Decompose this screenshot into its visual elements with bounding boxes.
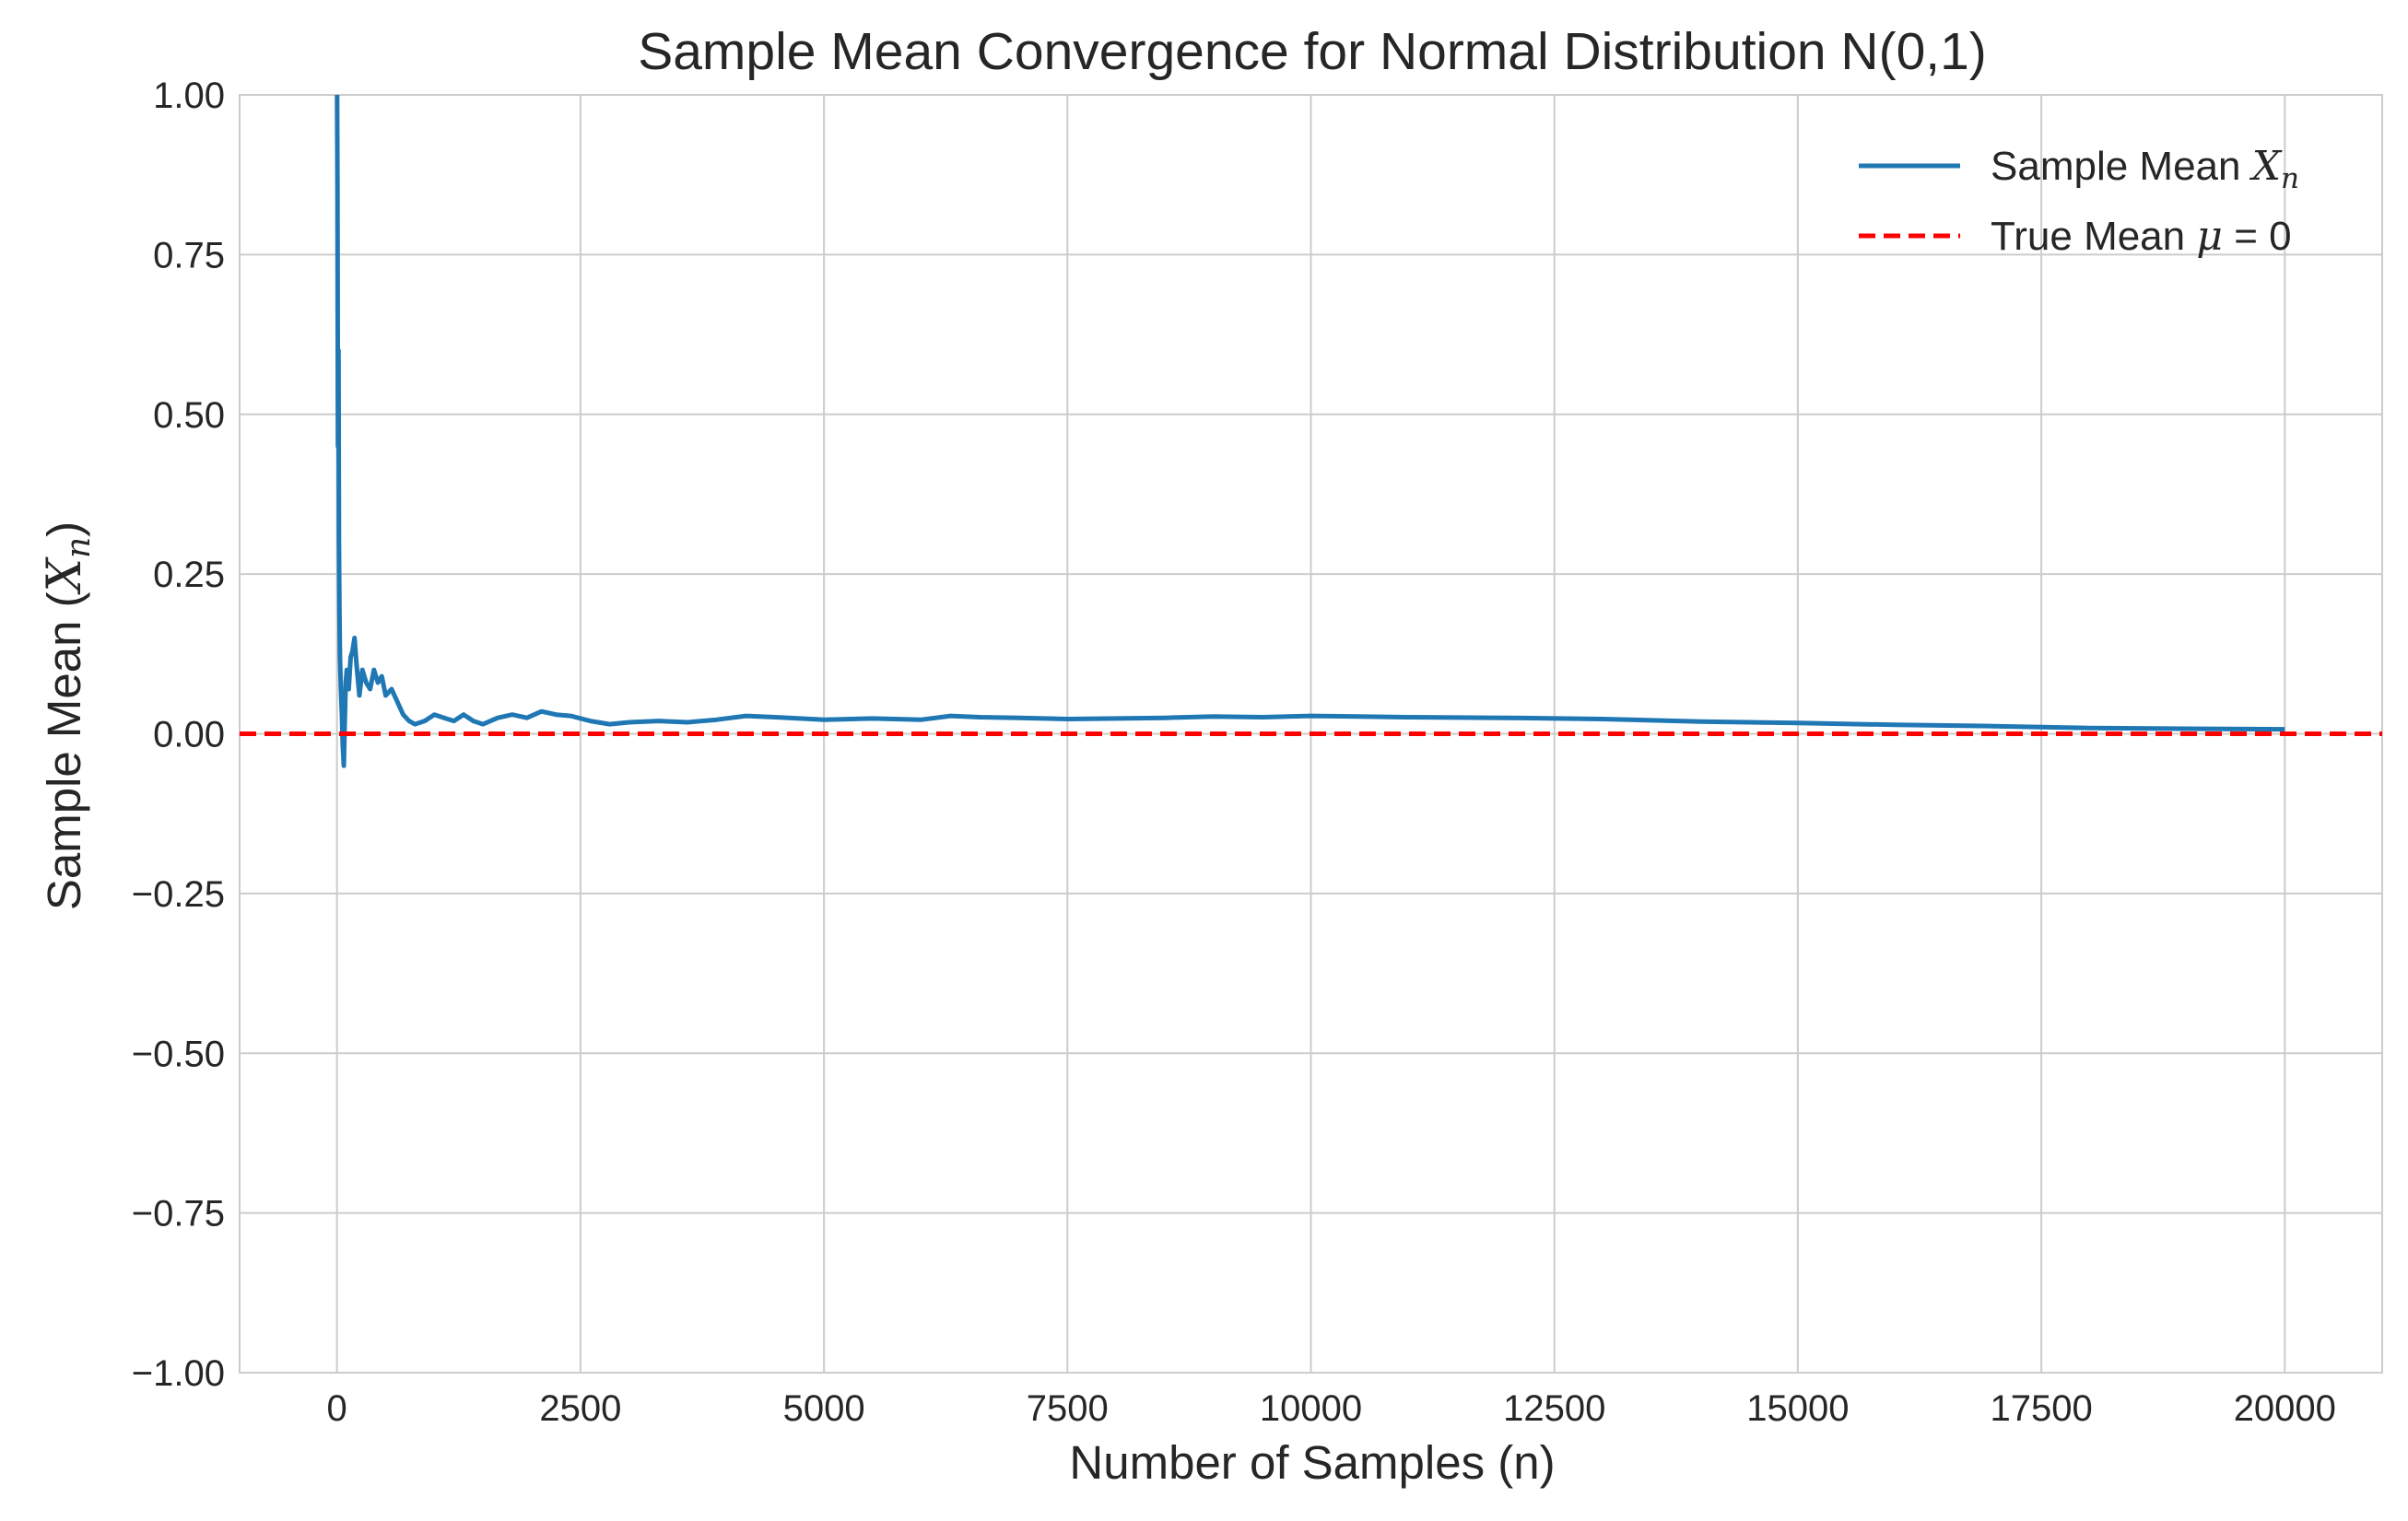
x-tick-label: 20000	[2234, 1388, 2336, 1429]
y-tick-label: 0.25	[153, 555, 225, 595]
tick-labels: 0 2500 5000 7500 10000 12500 15000 17500 20000 −1…	[132, 76, 2336, 1429]
legend-label-true-mean: True Mean μ = 0	[1991, 213, 2292, 260]
x-tick-label: 7500	[1027, 1388, 1109, 1429]
y-tick-label: −0.75	[132, 1194, 225, 1234]
x-tick-label: 2500	[539, 1388, 621, 1429]
legend-sub-sample-mean: n	[2281, 162, 2299, 195]
x-tick-label: 5000	[783, 1388, 865, 1429]
y-tick-label: 1.00	[153, 76, 225, 116]
x-tick-label: 10000	[1260, 1388, 1362, 1429]
legend-label-sample-mean: Sample Mean Xn	[1991, 143, 2299, 195]
x-axis-label: Number of Samples (n)	[1069, 1436, 1555, 1489]
y-axis-label-symbol: X	[38, 556, 92, 595]
legend-suffix-true-mean: = 0	[2223, 214, 2292, 259]
y-tick-label: 0.00	[153, 715, 225, 755]
x-tick-label: 15000	[1746, 1388, 1849, 1429]
y-tick-label: 0.75	[153, 235, 225, 275]
series-layer	[240, 94, 2382, 768]
x-tick-label: 12500	[1503, 1388, 1605, 1429]
series-line-sample-mean	[335, 94, 2285, 768]
y-axis-label-close: )	[38, 521, 90, 537]
chart-title: Sample Mean Convergence for Normal Distr…	[638, 22, 1987, 81]
y-tick-label: −1.00	[132, 1353, 225, 1394]
legend-name-true-mean: True Mean	[1991, 214, 2185, 259]
svg-text:Sample Mean (Xn): Sample Mean (Xn)	[38, 521, 98, 910]
y-axis-label-text: Sample Mean (	[38, 591, 90, 910]
y-tick-label: −0.25	[132, 874, 225, 915]
legend-name-sample-mean: Sample Mean	[1991, 144, 2240, 189]
legend-symbol-sample-mean: X	[2249, 143, 2283, 190]
y-tick-label: −0.50	[132, 1034, 225, 1074]
x-tick-label: 17500	[1990, 1388, 2092, 1429]
legend-symbol-true-mean: μ	[2196, 213, 2223, 260]
legend: Sample Mean Xn True Mean μ = 0	[1859, 143, 2299, 260]
y-axis-label-sub: n	[60, 537, 98, 558]
x-tick-label: 0	[327, 1388, 347, 1429]
y-tick-label: 0.50	[153, 395, 225, 436]
y-axis-label: Sample Mean (Xn)	[38, 521, 98, 910]
